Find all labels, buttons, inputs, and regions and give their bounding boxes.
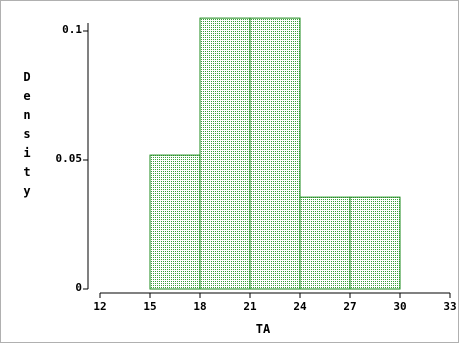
y-tick-label-1: 0.05 (56, 152, 83, 165)
histogram-bar-3 (249, 17, 301, 290)
x-axis-label: TA (256, 322, 271, 336)
y-tick-label-0: 0 (75, 281, 82, 294)
x-tick-label-3: 21 (243, 300, 257, 313)
y-axis-label-char-2: n (23, 108, 30, 122)
y-tick-label-2: 0.1 (62, 23, 82, 36)
bars-group (149, 17, 401, 290)
histogram-bar-4 (299, 196, 351, 290)
y-axis-label-char-3: s (23, 127, 30, 141)
histogram-bar-5 (349, 196, 401, 290)
histogram-bar-2 (199, 17, 251, 290)
y-axis-label-char-5: t (23, 165, 30, 179)
histogram-bar-1 (149, 154, 201, 290)
y-axis-label-char-4: i (23, 146, 30, 160)
x-tick-label-5: 27 (343, 300, 356, 313)
x-tick-label-6: 30 (393, 300, 406, 313)
axes-group: 0 0.05 0.1 12 15 18 21 24 27 30 33 (56, 23, 457, 313)
x-tick-label-2: 18 (193, 300, 206, 313)
y-axis-label-char-6: y (23, 184, 30, 198)
y-axis-label-char-1: e (23, 89, 30, 103)
y-axis-label-char-0: D (23, 70, 30, 84)
x-tick-label-1: 15 (143, 300, 156, 313)
x-tick-label-0: 12 (93, 300, 106, 313)
x-tick-label-4: 24 (293, 300, 307, 313)
x-tick-label-7: 33 (443, 300, 456, 313)
